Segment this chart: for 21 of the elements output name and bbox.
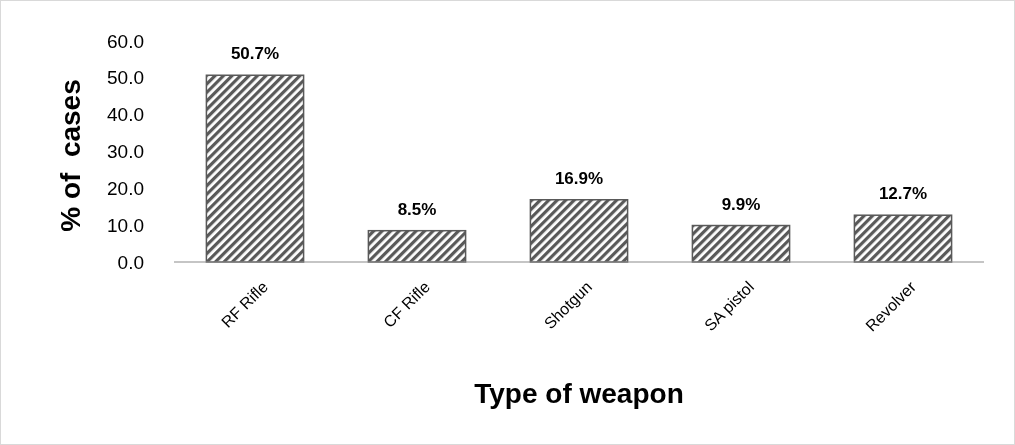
y-tick-label: 50.0 <box>107 67 144 89</box>
bar <box>691 224 791 263</box>
y-tick-label: 30.0 <box>107 141 144 163</box>
x-tick-label: CF Rifle <box>380 277 434 331</box>
y-tick-label: 40.0 <box>107 104 144 126</box>
data-label: 9.9% <box>721 194 761 214</box>
data-label: 16.9% <box>554 168 604 188</box>
y-tick-label: 20.0 <box>107 177 144 199</box>
y-axis-title: % of cases <box>55 79 86 232</box>
y-tick-label: 0.0 <box>117 251 144 273</box>
data-label: 12.7% <box>878 184 928 204</box>
bar <box>529 199 629 263</box>
y-tick-label: 60.0 <box>107 30 144 52</box>
y-tick-label: 10.0 <box>107 214 144 236</box>
data-label: 50.7% <box>230 44 280 64</box>
bar <box>853 214 953 263</box>
bar <box>205 74 305 263</box>
bar <box>367 229 467 263</box>
x-tick-label: RF Rifle <box>218 277 272 331</box>
x-axis-title: Type of weapon <box>474 378 684 409</box>
data-label: 8.5% <box>397 199 437 219</box>
